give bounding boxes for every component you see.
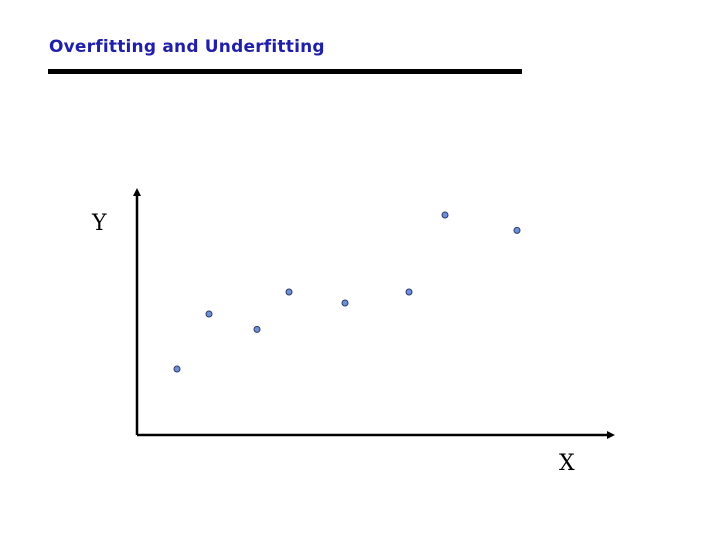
y-axis-label: Y: [91, 211, 107, 236]
chart-axes: [133, 188, 615, 439]
chart-points: [173, 211, 521, 373]
data-point: [285, 288, 293, 296]
data-point: [341, 299, 349, 307]
slide-title: Overfitting and Underfitting: [49, 37, 325, 57]
title-underline-tail: [490, 69, 522, 72]
title-underline: [48, 69, 522, 74]
data-point: [253, 325, 261, 333]
data-point: [173, 365, 181, 373]
data-point: [441, 211, 449, 219]
x-axis-label: X: [559, 451, 575, 476]
x-axis-arrowhead: [607, 431, 615, 439]
data-point: [405, 288, 413, 296]
y-axis-arrowhead: [133, 188, 141, 196]
data-point: [205, 310, 213, 318]
data-point: [513, 226, 521, 234]
